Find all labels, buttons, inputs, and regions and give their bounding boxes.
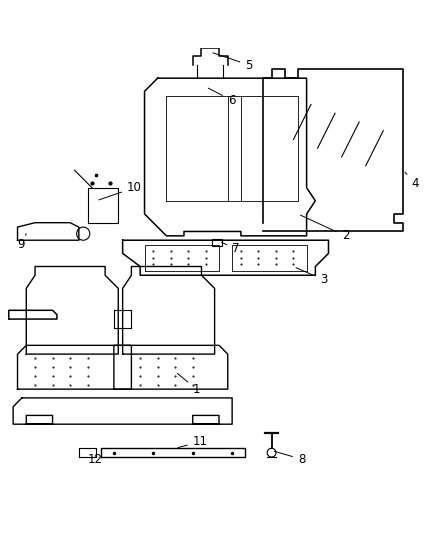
Text: 7: 7 [222,243,240,255]
Text: 4: 4 [405,172,419,190]
Text: 10: 10 [99,181,142,200]
Text: 2: 2 [300,215,349,243]
Text: 12: 12 [88,453,102,466]
Text: 11: 11 [178,435,208,448]
Text: 5: 5 [213,53,253,71]
Text: 8: 8 [274,451,305,466]
Bar [212,239,222,246]
Text: 6: 6 [208,88,235,107]
Circle shape [267,448,276,457]
Circle shape [77,227,90,240]
Text: 9: 9 [18,233,26,251]
Text: 3: 3 [296,268,327,286]
Text: 1: 1 [177,374,200,395]
